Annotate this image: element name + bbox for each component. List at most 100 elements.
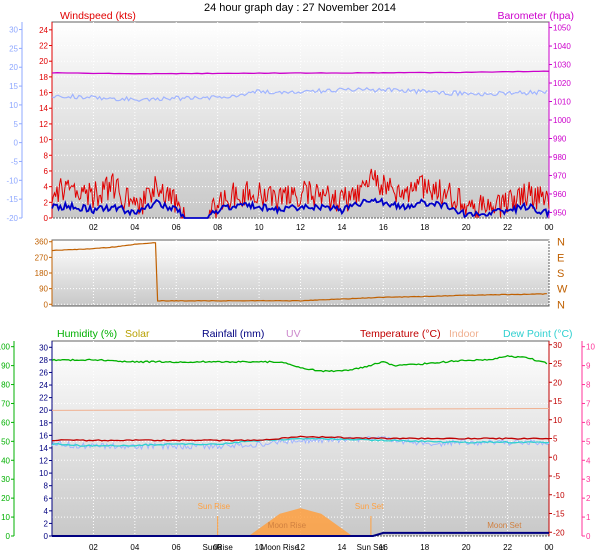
indoor-label: Indoor — [449, 328, 479, 340]
outer-temp-axis-tick-label: -10 — [6, 176, 18, 185]
humidity-axis-tick-label: 20 — [1, 494, 10, 503]
baro-axis-tick-label: 980 — [553, 153, 567, 162]
solar-label: Solar — [125, 328, 150, 340]
temperature-axis-tick-label: -15 — [553, 510, 565, 519]
humidity-temperature-panel: 0102030405060708090100024681012141618202… — [0, 340, 595, 552]
chart-title: 24 hour graph day : 27 November 2014 — [204, 2, 396, 14]
direction-axis-tick-label: 180 — [35, 269, 49, 278]
top-x-tick-label: 02 — [89, 223, 98, 232]
outer-temp-axis-tick-label: -20 — [6, 214, 18, 223]
temperature-axis-tick-label: 0 — [553, 453, 558, 462]
bot-x-tick-label: 18 — [420, 543, 429, 552]
rain-axis-tick-label: 30 — [39, 343, 48, 352]
uv-axis-tick-label: 8 — [586, 381, 591, 390]
outer-temp-axis-tick-label: 0 — [14, 139, 19, 148]
dewpoint-line — [51, 437, 550, 447]
baro-axis-tick-label: 990 — [553, 134, 567, 143]
uv-axis-tick-label: 0 — [586, 532, 591, 541]
outer-temp-axis-tick-label: 30 — [9, 26, 18, 35]
bot-x-tick-label: 04 — [130, 543, 139, 552]
wind-direction-line — [51, 242, 547, 302]
uv-axis-tick-label: 2 — [586, 494, 591, 503]
wind-axis-tick-label: 4 — [44, 183, 49, 192]
top-plot-area — [51, 21, 550, 219]
uv-label: UV — [286, 328, 301, 340]
temperature-axis-tick-label: 10 — [553, 416, 562, 425]
rainfall-label: Rainfall (mm) — [202, 328, 264, 340]
direction-axis-tick-label: 360 — [35, 238, 49, 247]
sunset-axis-label: Sun Set — [357, 543, 386, 552]
compass-label: W — [557, 284, 568, 296]
temperature-line-bottom — [51, 435, 550, 442]
rain-axis-tick-label: 26 — [39, 368, 48, 377]
compass-label: N — [557, 299, 565, 311]
bot-x-tick-label: 00 — [545, 543, 554, 552]
uv-axis-tick-label: 5 — [586, 437, 591, 446]
rainfall-line — [52, 531, 549, 537]
baro-axis-tick-label: 1000 — [553, 116, 571, 125]
temperature-axis-tick-label: 15 — [553, 397, 562, 406]
uv-axis-tick-label: 3 — [586, 475, 591, 484]
rain-axis-tick-label: 8 — [44, 482, 49, 491]
temperature-axis-tick-label: -5 — [553, 472, 561, 481]
rain-axis-tick-label: 16 — [39, 431, 48, 440]
rain-axis-tick-label: 14 — [39, 444, 48, 453]
wind-axis-tick-label: 0 — [44, 214, 49, 223]
baro-axis-tick-label: 1040 — [553, 42, 571, 51]
wind-axis-tick-label: 20 — [39, 57, 48, 66]
uv-axis-tick-label: 7 — [586, 399, 591, 408]
barometer-line — [51, 70, 550, 75]
humidity-axis-tick-label: 60 — [1, 418, 10, 427]
outer-temp-axis-tick-label: -15 — [6, 195, 18, 204]
bot-x-tick-label: 16 — [379, 543, 388, 552]
sunrise-axis-label: SunRise — [203, 543, 234, 552]
outer-temp-axis-tick-label: -5 — [11, 157, 19, 166]
sunset-annotation: Sun Set — [355, 502, 384, 511]
outer-temp-axis-tick-label: 5 — [14, 120, 19, 129]
top-x-tick-label: 18 — [420, 223, 429, 232]
wind-axis-tick-label: 12 — [39, 120, 48, 129]
baro-axis-tick-label: 970 — [553, 171, 567, 180]
humidity-axis-tick-label: 50 — [1, 437, 10, 446]
wind-axis-tick-label: 22 — [39, 42, 48, 51]
top-x-tick-label: 16 — [379, 223, 388, 232]
compass-label: E — [557, 252, 564, 264]
bot-x-tick-label: 02 — [89, 543, 98, 552]
top-x-tick-label: 00 — [545, 223, 554, 232]
baro-axis-tick-label: 950 — [553, 208, 567, 217]
dewpoint-label: Dew Point (°C) — [503, 328, 573, 340]
rain-axis-tick-label: 2 — [44, 519, 49, 528]
moonset-annotation: Moon Set — [487, 521, 522, 530]
wind-axis-tick-label: 8 — [44, 151, 49, 160]
wind-axis-tick-label: 6 — [44, 167, 49, 176]
baro-axis-tick-label: 1020 — [553, 79, 571, 88]
temperature-line — [51, 87, 548, 102]
humidity-axis-tick-label: 70 — [1, 399, 10, 408]
uv-axis-tick-label: 4 — [586, 456, 591, 465]
temperature-axis-tick-label: 5 — [553, 435, 558, 444]
top-x-tick-label: 06 — [172, 223, 181, 232]
indoor-line — [51, 408, 550, 411]
temperature-axis-tick-label: 20 — [553, 378, 562, 387]
wind-average-line — [51, 197, 550, 219]
moonrise-axis-label: Moon Rise — [261, 543, 300, 552]
baro-axis-tick-label: 1050 — [553, 24, 571, 33]
top-x-tick-label: 08 — [213, 223, 222, 232]
wind-axis-tick-label: 10 — [39, 136, 48, 145]
humidity-axis-tick-label: 0 — [6, 532, 11, 541]
top-x-tick-label: 14 — [337, 223, 346, 232]
wind-axis-label: Windspeed (kts) — [60, 10, 136, 22]
baro-axis-tick-label: 1030 — [553, 61, 571, 70]
top-x-tick-label: 12 — [296, 223, 305, 232]
humidity-label: Humidity (%) — [57, 328, 117, 340]
humidity-axis-tick-label: 80 — [1, 381, 10, 390]
wind-axis-tick-label: 24 — [39, 26, 48, 35]
uv-axis-tick-label: 1 — [586, 513, 591, 522]
outer-temp-axis-tick-label: 15 — [9, 82, 18, 91]
outer-temp-axis-tick-label: 20 — [9, 63, 18, 72]
rain-axis-tick-label: 12 — [39, 457, 48, 466]
humidity-axis-tick-label: 100 — [0, 343, 11, 352]
top-x-tick-label: 04 — [130, 223, 139, 232]
baro-axis-label: Barometer (hpa) — [498, 10, 574, 22]
rain-axis-tick-label: 24 — [39, 381, 48, 390]
